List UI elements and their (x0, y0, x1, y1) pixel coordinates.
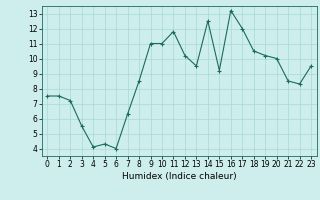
X-axis label: Humidex (Indice chaleur): Humidex (Indice chaleur) (122, 172, 236, 181)
